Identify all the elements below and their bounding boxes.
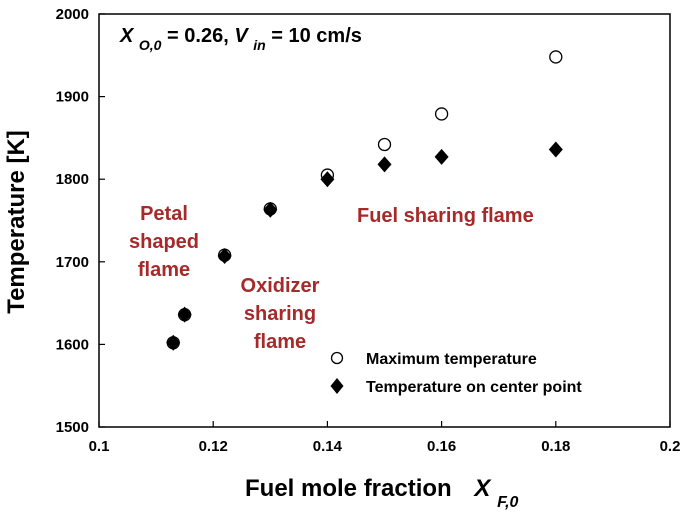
annotation-petal-line-3: flame [138, 259, 190, 281]
condition-sub2: in [253, 37, 265, 53]
y-axis-tick-labels: 1500 1600 1700 1800 1900 2000 [56, 6, 89, 436]
condition-label: X O,0 = 0.26, V in = 10 cm/s [119, 25, 362, 55]
legend-marker-open-circle [330, 351, 344, 365]
x-tick-label: 0.12 [199, 438, 228, 455]
series-temperature-on-center-point [166, 141, 563, 351]
x-axis-title-text: Fuel mole fraction [245, 475, 452, 502]
legend: Maximum temperature Temperature on cente… [330, 351, 582, 396]
data-point-temperature-on-center-point [434, 148, 449, 165]
x-tick-label: 0.16 [427, 438, 456, 455]
condition-var2: V [234, 25, 249, 47]
y-tick-label: 1500 [56, 419, 89, 436]
data-point-temperature-on-center-point [320, 171, 335, 188]
y-tick-label: 1600 [56, 336, 89, 353]
data-point-maximum-temperature [377, 137, 392, 152]
condition-tail: = 10 cm/s [271, 25, 362, 47]
data-point-temperature-on-center-point [548, 141, 563, 158]
x-tick-label: 0.1 [89, 438, 110, 455]
x-tick-label: 0.14 [313, 438, 343, 455]
x-axis-title-variable: X [472, 475, 492, 502]
annotation-oxidizer-line-2: sharing [244, 303, 316, 325]
data-point-temperature-on-center-point [177, 306, 192, 323]
y-tick-label: 1700 [56, 254, 89, 271]
y-axis-ticks [99, 13, 105, 428]
condition-var1: X [119, 25, 135, 47]
legend-label-temperature-on-center-point: Temperature on center point [366, 379, 582, 396]
data-point-temperature-on-center-point [377, 156, 392, 173]
annotation-fuel-sharing-line-1: Fuel sharing flame [357, 205, 534, 227]
data-point-temperature-on-center-point [263, 201, 278, 218]
data-point-temperature-on-center-point [166, 334, 181, 351]
condition-sub1: O,0 [139, 37, 162, 53]
x-tick-label: 0.2 [660, 438, 681, 455]
annotation-petal-shaped-flame: Petal shaped flame [129, 203, 199, 281]
annotation-fuel-sharing-flame: Fuel sharing flame [357, 205, 534, 227]
y-tick-label: 1900 [56, 89, 89, 106]
annotation-petal-line-1: Petal [140, 203, 188, 225]
annotation-oxidizer-sharing-flame: Oxidizer sharing flame [241, 275, 320, 353]
condition-mid: = 0.26, [167, 25, 234, 47]
x-axis-tick-labels: 0.1 0.12 0.14 0.16 0.18 0.2 [89, 438, 681, 455]
legend-marker-filled-diamond [330, 378, 344, 394]
y-tick-label: 2000 [56, 6, 89, 23]
annotation-oxidizer-line-3: flame [254, 331, 306, 353]
x-axis-title-subscript: F,0 [497, 494, 518, 511]
y-axis-title: Temperature [K] [3, 130, 30, 314]
data-point-maximum-temperature [434, 107, 449, 121]
annotation-petal-line-2: shaped [129, 231, 199, 253]
x-axis-title: Fuel mole fraction X F,0 [245, 475, 519, 511]
data-point-temperature-on-center-point [217, 248, 232, 265]
series-maximum-temperature [166, 50, 563, 350]
x-axis-ticks [98, 421, 671, 427]
y-tick-label: 1800 [56, 171, 89, 188]
x-tick-label: 0.18 [541, 438, 570, 455]
annotation-oxidizer-line-1: Oxidizer [241, 275, 320, 297]
data-point-maximum-temperature [549, 50, 563, 64]
plot-frame [98, 13, 671, 428]
legend-label-maximum-temperature: Maximum temperature [366, 351, 537, 368]
